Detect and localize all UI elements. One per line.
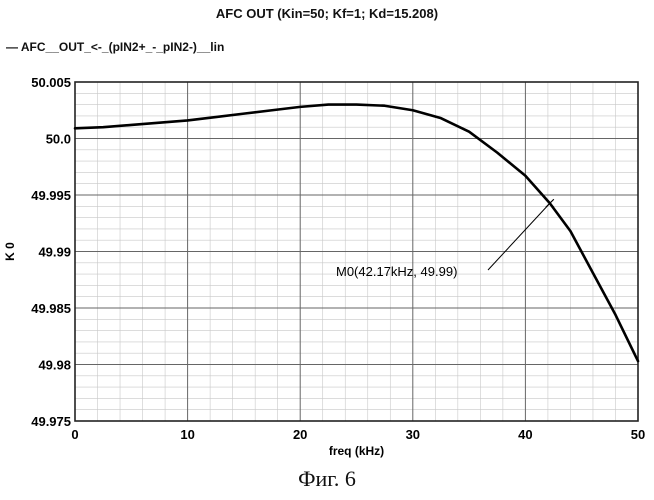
- x-tick-label: 50: [631, 427, 645, 442]
- y-tick-label: 49.975: [31, 414, 71, 429]
- figure-caption: Фиг. 6: [0, 466, 654, 492]
- x-tick-label: 10: [180, 427, 194, 442]
- x-tick-label: 20: [293, 427, 307, 442]
- y-tick-label: 50.005: [31, 75, 71, 90]
- y-tick-label: 50.0: [46, 132, 71, 147]
- y-tick-labels: 50.005 50.0 49.995 49.99 49.985 49.98 49.975: [31, 75, 71, 429]
- y-tick-label: 49.985: [31, 301, 71, 316]
- chart-plot: 50.005 50.0 49.995 49.99 49.985 49.98 49.975 0…: [0, 0, 654, 470]
- x-tick-labels: 0 10 20 30 40 50: [71, 427, 645, 442]
- x-axis-label: freq (kHz): [329, 444, 384, 458]
- y-axis-label: K 0: [3, 242, 17, 261]
- x-tick-label: 40: [518, 427, 532, 442]
- y-tick-label: 49.98: [38, 358, 71, 373]
- x-tick-label: 0: [71, 427, 78, 442]
- y-tick-label: 49.99: [38, 245, 71, 260]
- marker-label: M0(42.17kHz, 49.99): [336, 264, 457, 279]
- x-tick-label: 30: [406, 427, 420, 442]
- y-tick-label: 49.995: [31, 188, 71, 203]
